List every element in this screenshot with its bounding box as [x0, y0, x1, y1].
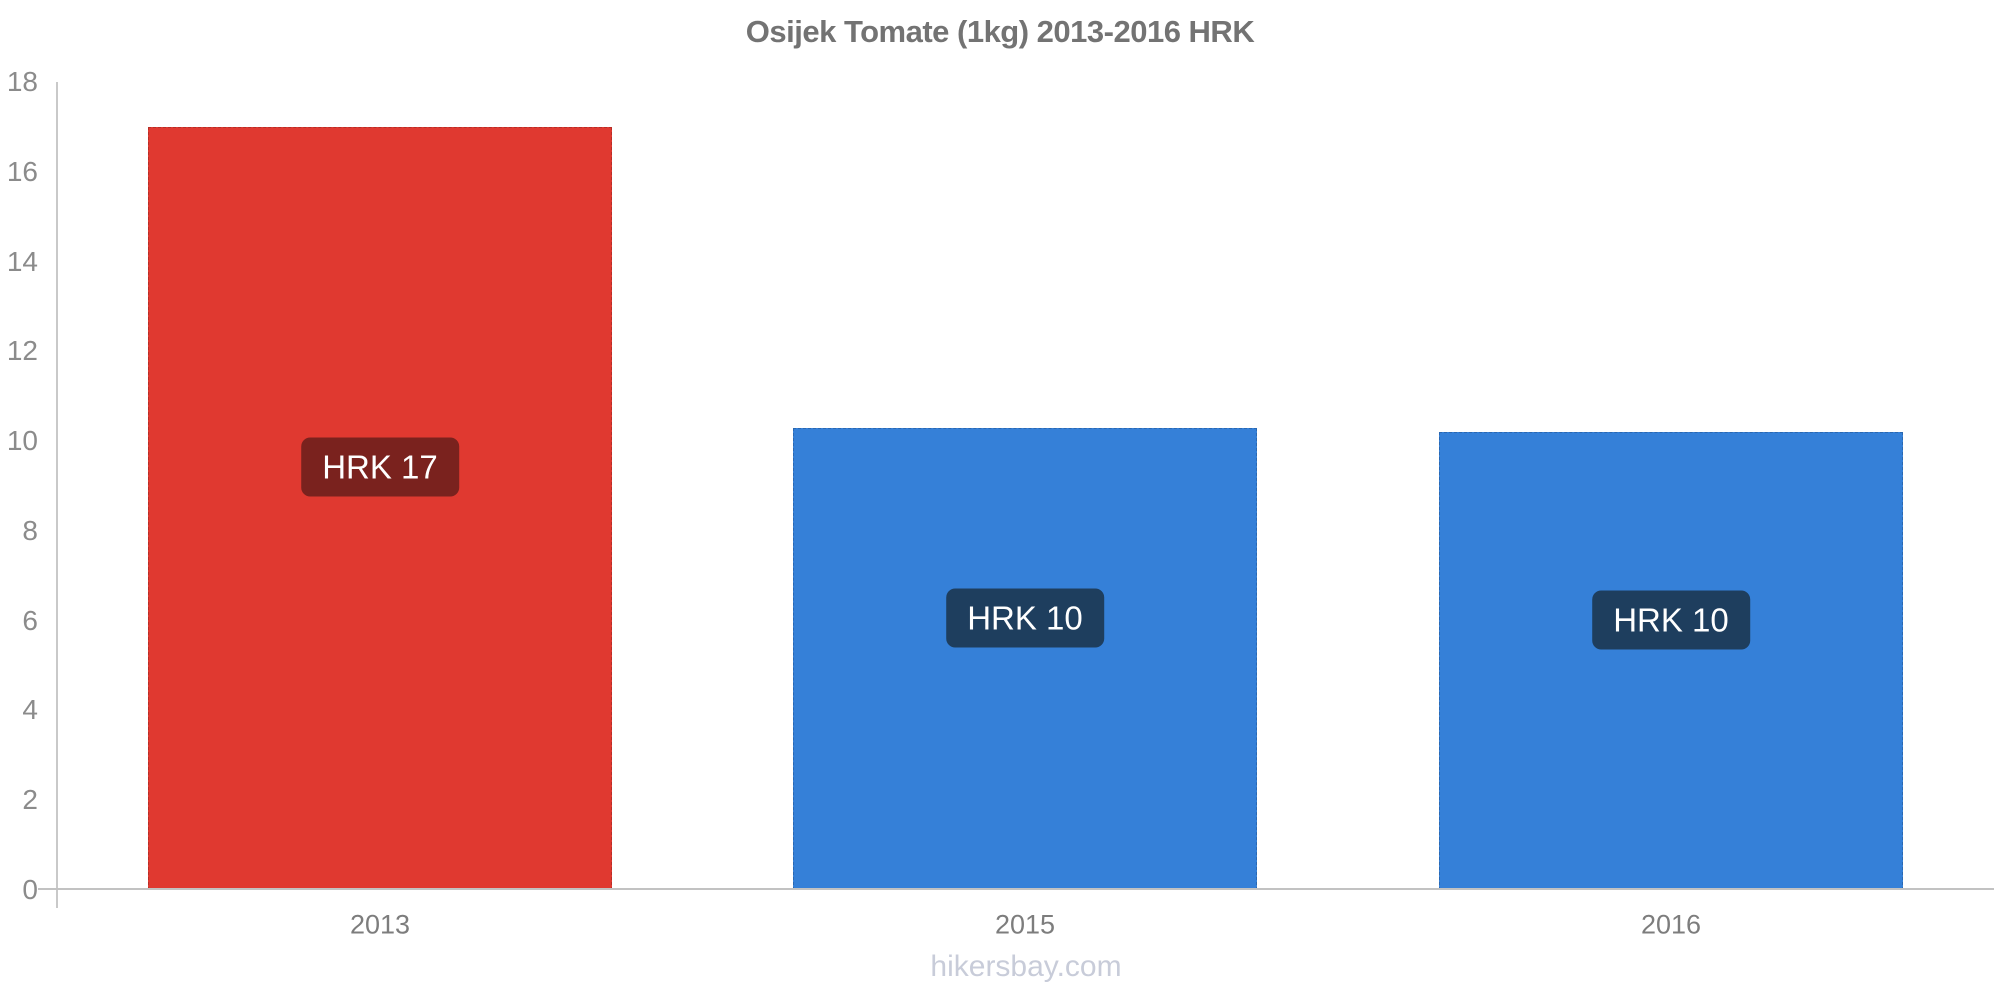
bar-2015 — [793, 427, 1257, 890]
y-axis-tick-label: 12 — [6, 335, 38, 367]
bar-2013 — [148, 126, 612, 890]
y-axis-tick-label: 10 — [6, 425, 38, 457]
x-axis-label: 2015 — [994, 909, 1056, 940]
bar-value-label: HRK 10 — [1592, 590, 1750, 650]
y-axis-tick-label: 0 — [22, 874, 38, 905]
x-axis-label: 2016 — [1640, 909, 1702, 940]
bar-value-label: HRK 10 — [946, 588, 1104, 648]
y-axis-tick-label: 2 — [22, 784, 38, 816]
y-axis-tick-label: 4 — [22, 694, 38, 726]
chart-title: Osijek Tomate (1kg) 2013-2016 HRK — [745, 14, 1255, 49]
y-axis-tick-label: 14 — [6, 245, 38, 277]
bar-2016 — [1439, 432, 1903, 890]
x-axis-label: 2013 — [349, 909, 411, 940]
bar-value-label: HRK 17 — [301, 437, 459, 497]
y-axis-tick-label: 18 — [6, 66, 38, 97]
y-axis-line — [56, 82, 58, 908]
y-axis-tick-label: 8 — [22, 514, 38, 546]
x-axis-line — [38, 888, 1994, 890]
y-axis-tick-label: 16 — [6, 155, 38, 187]
footer-watermark: hikersbay.com — [930, 950, 1122, 983]
y-axis-tick-label: 6 — [22, 604, 38, 636]
